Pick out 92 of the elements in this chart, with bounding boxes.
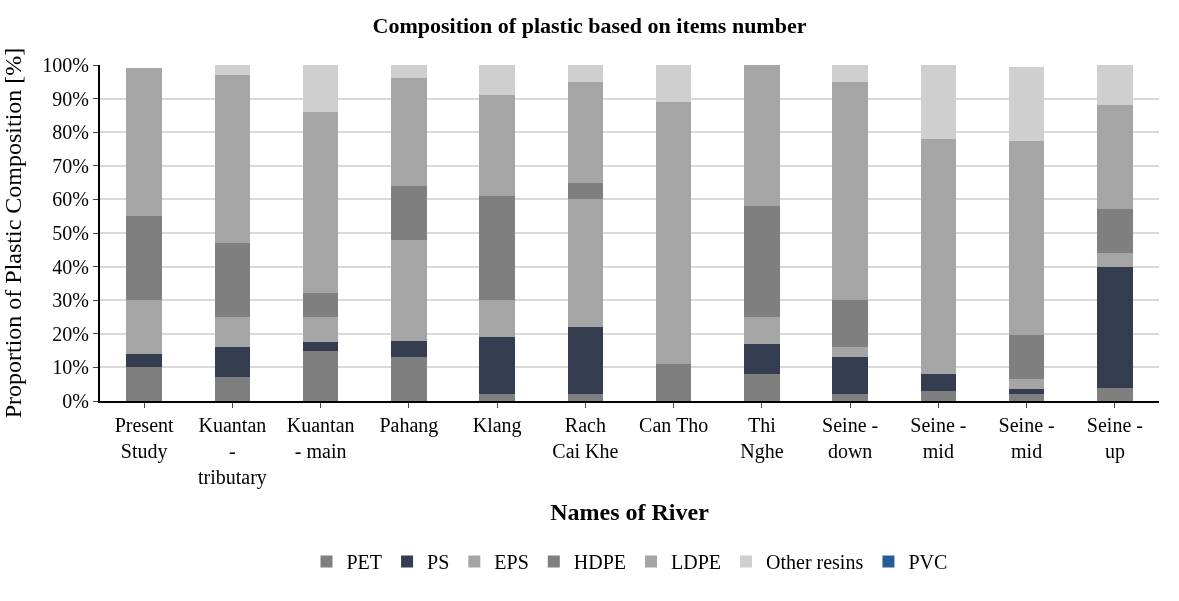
x-tick-label: Can Tho	[639, 414, 709, 436]
bar	[214, 243, 251, 317]
bar	[214, 65, 251, 76]
bar	[126, 216, 162, 301]
bar	[920, 390, 957, 401]
bar	[1097, 105, 1133, 210]
y-tick-label: 90%	[52, 87, 89, 110]
bar	[567, 394, 604, 401]
x-tick-label: Seine - up	[1086, 414, 1143, 463]
y-tick-label: 10%	[52, 356, 89, 379]
bar	[302, 350, 339, 401]
legend-label: LDPE	[671, 551, 722, 574]
bar	[391, 357, 427, 401]
bar	[302, 112, 339, 294]
bar	[744, 65, 780, 207]
x-tick-label: Present Study	[114, 414, 175, 463]
bar	[744, 317, 780, 344]
x-tick-label: Kuantan - tributary	[197, 414, 267, 489]
legend-label: HDPE	[573, 551, 627, 574]
y-tick-label: 30%	[52, 289, 89, 312]
bar	[567, 182, 604, 200]
bar	[832, 394, 868, 401]
bar	[302, 317, 339, 343]
y-tick-label: 60%	[52, 188, 89, 211]
bar	[479, 337, 515, 395]
bar	[1008, 140, 1045, 336]
y-tick-label: 0%	[62, 390, 89, 412]
bar	[391, 185, 427, 240]
bar	[126, 353, 162, 368]
legend-label: EPS	[494, 551, 529, 574]
bar	[920, 374, 957, 391]
legend-label: PS	[427, 551, 450, 574]
bar	[126, 68, 162, 217]
bar	[214, 317, 251, 348]
bar	[1008, 389, 1045, 395]
bar	[655, 364, 692, 401]
bar	[126, 367, 162, 401]
bar	[302, 342, 339, 351]
x-tick-label: Thi Nghe	[740, 414, 784, 463]
legend-label: PET	[346, 551, 383, 574]
x-tick-label: Rach Cai Khe	[552, 414, 619, 462]
bar	[214, 347, 251, 378]
bar	[391, 65, 427, 79]
bar	[832, 300, 868, 348]
y-tick-label: 80%	[52, 121, 89, 144]
bar	[1008, 394, 1045, 401]
bar	[479, 95, 515, 197]
bar	[479, 196, 515, 301]
x-axis-title: Names of River	[550, 498, 710, 525]
bar	[1097, 253, 1133, 267]
y-tick-label: 100%	[42, 54, 89, 76]
x-tick-label: Seine - mid	[998, 414, 1055, 462]
bar	[567, 327, 604, 395]
bar	[479, 394, 515, 401]
bar	[479, 65, 515, 96]
x-tick-label: Kuantan - main	[286, 414, 355, 462]
x-tick-label: Seine - down	[822, 414, 879, 462]
bar	[1008, 379, 1045, 390]
bar	[1008, 335, 1045, 380]
legend-label: PVC	[908, 551, 948, 574]
bar	[832, 347, 868, 358]
bar	[1097, 266, 1133, 388]
bar	[1097, 387, 1133, 401]
x-tick-label: Pahang	[379, 414, 439, 437]
bar	[567, 65, 604, 82]
y-axis-title: Proportion of Plastic Composition [%]	[0, 47, 26, 419]
bar	[567, 199, 604, 328]
chart-title: Composition of plastic based on items number	[372, 13, 807, 39]
bar	[214, 75, 251, 244]
bar	[479, 300, 515, 338]
bar	[214, 377, 251, 401]
bar	[832, 65, 868, 82]
x-tick-label: Klang	[472, 414, 522, 437]
bar	[744, 343, 780, 375]
bar	[567, 81, 604, 183]
bar	[391, 78, 427, 186]
bar	[832, 357, 868, 395]
bar	[832, 81, 868, 301]
bar	[744, 374, 780, 401]
y-tick-label: 50%	[52, 222, 89, 244]
y-tick-label: 20%	[52, 322, 89, 345]
bar	[744, 206, 780, 317]
legend-label: Other resins	[766, 551, 864, 574]
bar	[920, 138, 957, 375]
bar	[391, 239, 427, 341]
bar	[126, 300, 162, 354]
bar	[302, 293, 339, 317]
bar	[1097, 209, 1133, 254]
y-tick-label: 40%	[52, 255, 89, 278]
bar	[391, 340, 427, 358]
x-tick-label: Seine - mid	[910, 414, 967, 462]
y-tick-label: 70%	[52, 154, 89, 177]
